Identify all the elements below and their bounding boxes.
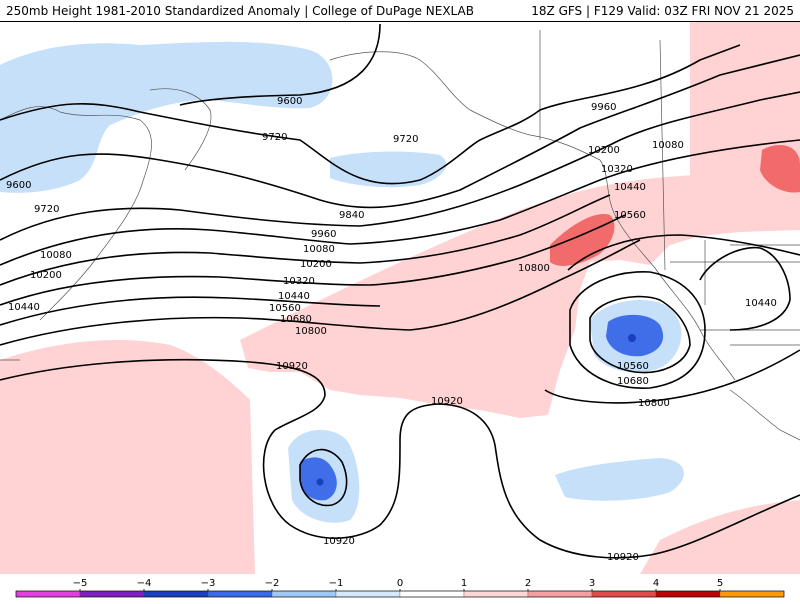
legend-tick-label: 1 xyxy=(461,578,467,589)
color-scale-legend: −5 −4 −3 −2 −1 0 1 2 3 4 5 xyxy=(0,574,800,600)
legend-tick-label: −5 xyxy=(73,578,88,589)
legend-tick-label: 4 xyxy=(653,578,659,589)
contour-label: 10440 xyxy=(278,291,310,302)
contour-label: 10800 xyxy=(638,398,670,409)
legend-swatch xyxy=(207,590,273,598)
legend-tick-label: 3 xyxy=(589,578,595,589)
legend-swatch xyxy=(143,590,209,598)
contour-label: 10080 xyxy=(40,250,72,261)
contour-label: 10920 xyxy=(276,361,308,372)
title-bar: 250mb Height 1981-2010 Standardized Anom… xyxy=(0,0,800,22)
legend-swatch xyxy=(591,590,657,598)
contour-label: 10080 xyxy=(652,140,684,151)
contour-label: 10680 xyxy=(280,314,312,325)
contour-label: 10560 xyxy=(617,361,649,372)
contour-label: 10440 xyxy=(8,302,40,313)
contour-label: 10200 xyxy=(300,259,332,270)
contour-label: 9960 xyxy=(311,229,336,240)
legend-swatch xyxy=(463,590,529,598)
map-title: 250mb Height 1981-2010 Standardized Anom… xyxy=(6,4,474,18)
legend-swatch xyxy=(79,590,145,598)
legend-swatch xyxy=(15,590,81,598)
contour-label: 9720 xyxy=(262,132,287,143)
contour-label: 10920 xyxy=(323,536,355,547)
contour-label: 10800 xyxy=(295,326,327,337)
legend-tick-label: −2 xyxy=(265,578,280,589)
legend-swatch xyxy=(719,590,785,598)
legend-swatch xyxy=(655,590,721,598)
contour-label: 10560 xyxy=(269,303,301,314)
contour-label: 10920 xyxy=(607,552,639,563)
contour-label: 9720 xyxy=(393,134,418,145)
contour-label: 10560 xyxy=(614,210,646,221)
contour-label: 10320 xyxy=(283,276,315,287)
legend-swatch xyxy=(399,590,465,598)
legend-tick-label: 2 xyxy=(525,578,531,589)
legend-swatch xyxy=(527,590,593,598)
core-negative-anomaly xyxy=(316,334,636,486)
contour-label: 10440 xyxy=(614,182,646,193)
contour-label: 10440 xyxy=(745,298,777,309)
anomaly-map[interactable]: 9600 9600 9720 9720 9720 9840 9960 9960 … xyxy=(0,22,800,574)
legend-swatch xyxy=(271,590,337,598)
contour-label: 9600 xyxy=(6,180,31,191)
contour-label: 10680 xyxy=(617,376,649,387)
legend-tick-label: −3 xyxy=(201,578,216,589)
legend-tick-label: −4 xyxy=(137,578,152,589)
contour-label: 9600 xyxy=(277,96,302,107)
contour-label: 10320 xyxy=(601,164,633,175)
height-contours xyxy=(0,23,800,559)
legend-tick-label: 0 xyxy=(397,578,403,589)
contour-label: 10200 xyxy=(30,270,62,281)
legend-tick-label: −1 xyxy=(329,578,344,589)
contour-labels: 9600 9600 9720 9720 9720 9840 9960 9960 … xyxy=(6,96,777,563)
contour-label: 9960 xyxy=(591,102,616,113)
contour-label: 9840 xyxy=(339,210,364,221)
model-run-info: 18Z GFS | F129 Valid: 03Z FRI NOV 21 202… xyxy=(531,4,794,18)
contour-label: 10080 xyxy=(303,244,335,255)
contour-label: 10200 xyxy=(588,145,620,156)
contour-label: 10920 xyxy=(431,396,463,407)
contour-label: 9720 xyxy=(34,204,59,215)
legend-swatch xyxy=(335,590,401,598)
contour-label: 10800 xyxy=(518,263,550,274)
legend-tick-label: 5 xyxy=(717,578,723,589)
